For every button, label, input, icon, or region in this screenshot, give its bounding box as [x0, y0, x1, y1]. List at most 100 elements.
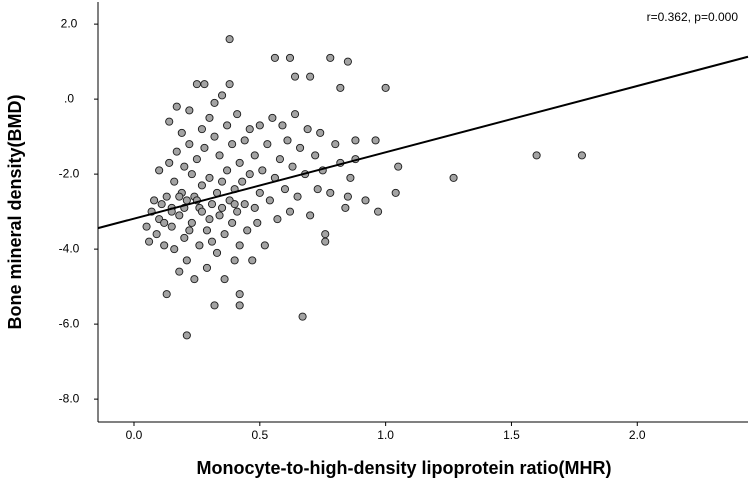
point	[225, 80, 234, 89]
point	[235, 158, 244, 167]
point	[321, 230, 330, 239]
point	[577, 151, 586, 160]
point	[165, 117, 174, 126]
point	[449, 173, 458, 182]
point	[175, 211, 184, 220]
point	[185, 226, 194, 235]
point	[321, 237, 330, 246]
point	[197, 125, 206, 134]
point	[290, 110, 300, 119]
point	[172, 147, 181, 156]
point	[243, 226, 252, 235]
point	[331, 140, 340, 149]
point	[197, 207, 206, 216]
y-tick-label: -4.0	[59, 241, 80, 255]
point	[142, 222, 151, 231]
point	[238, 177, 247, 186]
point	[290, 72, 300, 81]
point	[263, 140, 272, 149]
point	[200, 80, 209, 89]
point	[192, 155, 201, 164]
point	[343, 57, 352, 66]
point	[195, 241, 204, 250]
point	[306, 72, 315, 81]
point	[172, 102, 181, 111]
point	[180, 233, 189, 242]
y-tick-label: -2.0	[59, 166, 80, 180]
y-tick-label: -6.0	[59, 316, 80, 330]
point	[202, 226, 212, 235]
point	[268, 113, 277, 122]
point	[298, 312, 307, 321]
point	[218, 91, 227, 100]
point	[275, 155, 284, 164]
point	[215, 151, 224, 160]
point	[177, 128, 186, 137]
point	[187, 218, 196, 227]
point	[145, 237, 154, 246]
point	[160, 218, 169, 227]
point	[285, 207, 295, 216]
point	[343, 192, 352, 201]
point	[190, 275, 199, 284]
point	[245, 125, 254, 134]
point	[228, 218, 237, 227]
point	[371, 136, 380, 145]
point	[212, 248, 222, 257]
point	[288, 162, 297, 171]
point	[283, 136, 292, 145]
point	[233, 110, 242, 119]
point	[250, 151, 259, 160]
x-tick-label: 0.5	[251, 428, 268, 442]
point	[175, 192, 184, 201]
point	[374, 207, 383, 216]
point	[346, 173, 355, 182]
point	[150, 196, 159, 205]
x-tick-label: 2.0	[629, 428, 646, 442]
point	[197, 181, 206, 190]
point	[381, 83, 390, 92]
point	[270, 53, 279, 62]
point	[175, 267, 184, 276]
point	[240, 136, 249, 145]
point	[394, 162, 403, 171]
point	[235, 241, 244, 250]
point	[306, 211, 315, 220]
point	[293, 192, 302, 201]
x-tick-label: 1.0	[377, 428, 394, 442]
point	[192, 80, 201, 89]
point	[187, 170, 196, 179]
point	[225, 35, 234, 44]
point	[255, 188, 264, 197]
x-tick-label: 1.5	[503, 428, 520, 442]
point	[162, 192, 171, 201]
point	[341, 203, 350, 212]
trend-line	[97, 55, 749, 230]
point	[170, 177, 179, 186]
point	[205, 215, 214, 224]
y-axis-title: Bone mineral density(BMD)	[5, 94, 25, 329]
point	[228, 140, 237, 149]
point	[361, 196, 370, 205]
point	[230, 200, 239, 209]
x-axis-title: Monocyte-to-high-density lipoprotein rat…	[197, 458, 612, 478]
point	[182, 196, 191, 205]
point	[223, 166, 232, 175]
point	[391, 188, 400, 197]
point	[253, 218, 262, 227]
point	[165, 158, 174, 167]
point	[303, 125, 312, 134]
point	[235, 301, 244, 310]
point	[336, 83, 345, 92]
point	[351, 136, 360, 145]
point	[235, 290, 244, 299]
point	[265, 196, 274, 205]
point	[248, 256, 257, 265]
point	[162, 290, 171, 299]
point	[532, 151, 541, 160]
y-tick-label: .0	[64, 91, 74, 105]
point	[218, 203, 227, 212]
point	[207, 237, 217, 246]
point	[220, 230, 229, 239]
